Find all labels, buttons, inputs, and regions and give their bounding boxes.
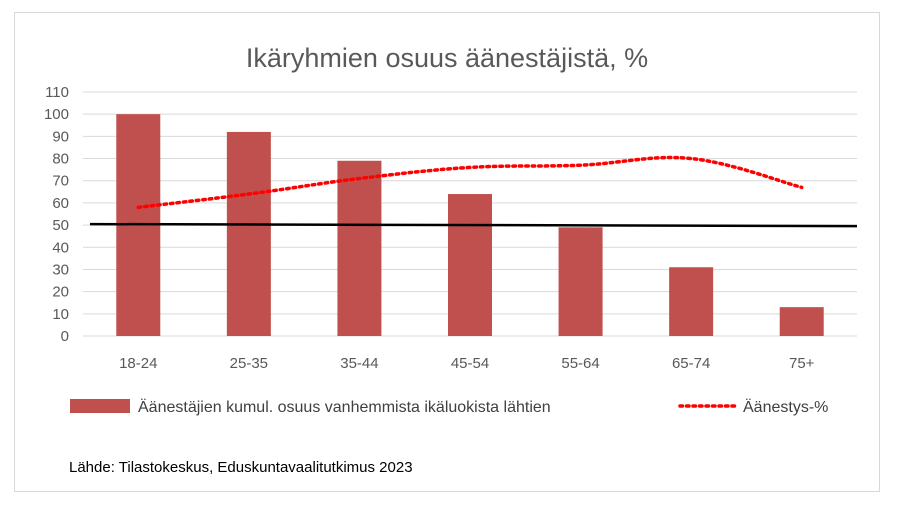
x-tick-label: 75+: [789, 355, 815, 372]
bar: [779, 307, 824, 336]
legend-label-bars: Äänestäjien kumul. osuus vanhemmista ikä…: [138, 398, 551, 416]
y-tick-label: 90: [52, 128, 69, 145]
legend-label-line: Äänestys-%: [743, 398, 828, 416]
x-axis-tick-labels: 18-24 25-35 35-44 45-54 55-64 65-74 75+: [119, 355, 815, 372]
y-axis-tick-labels: 0 10 20 30 40 50 60 70 80 90 100 110: [44, 84, 69, 345]
reference-line: [89, 222, 858, 228]
y-tick-label: 10: [52, 306, 69, 323]
y-tick-label: 100: [44, 106, 69, 123]
legend: Äänestäjien kumul. osuus vanhemmista ikä…: [70, 398, 828, 416]
reference-line-group: [89, 222, 858, 228]
x-tick-label: 25-35: [230, 355, 268, 372]
y-tick-label: 20: [52, 284, 69, 301]
chart-frame: Ikäryhmien osuus äänestäjistä, % 0 10 20 30…: [14, 12, 880, 492]
y-tick-label: 40: [52, 239, 69, 256]
y-tick-label: 50: [52, 217, 69, 234]
bar: [226, 131, 271, 336]
x-tick-label: 55-64: [561, 355, 599, 372]
legend-swatch-bars: [70, 399, 130, 413]
bar: [669, 267, 714, 336]
x-tick-label: 18-24: [119, 355, 157, 372]
x-tick-label: 35-44: [340, 355, 378, 372]
bar: [558, 227, 603, 336]
voter-turnout-line: [136, 155, 804, 210]
y-tick-label: 80: [52, 151, 69, 168]
x-tick-label: 65-74: [672, 355, 710, 372]
line-series: [136, 155, 804, 210]
y-tick-label: 60: [52, 195, 69, 212]
x-tick-label: 45-54: [451, 355, 489, 372]
y-tick-label: 70: [52, 173, 69, 190]
y-tick-label: 110: [45, 84, 69, 101]
bar: [448, 194, 492, 336]
y-tick-label: 0: [61, 328, 69, 345]
source-note: Lähde: Tilastokeskus, Eduskuntavaalitutk…: [69, 459, 413, 476]
chart-title: Ikäryhmien osuus äänestäjistä, %: [246, 43, 648, 73]
y-tick-label: 30: [52, 261, 69, 278]
chart-canvas: Ikäryhmien osuus äänestäjistä, % 0 10 20 30…: [44, 43, 858, 476]
bar: [337, 160, 382, 336]
